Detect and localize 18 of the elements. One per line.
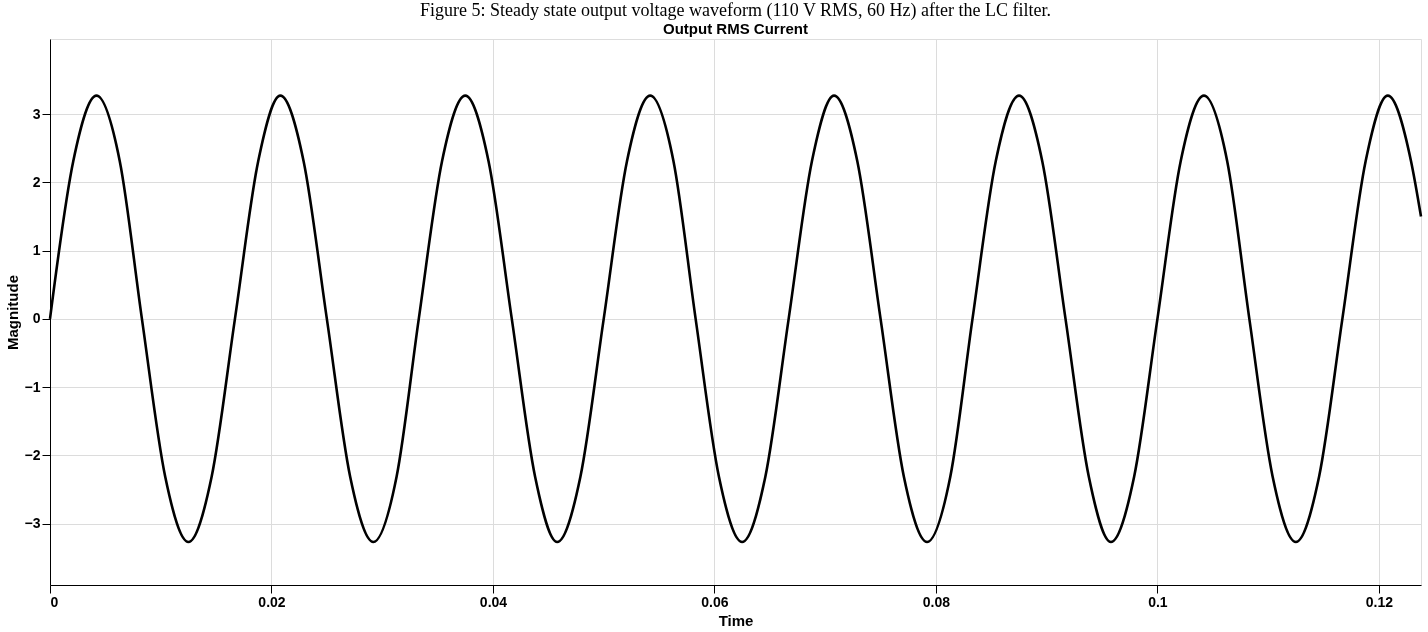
x-tick-label: 0.1 bbox=[1148, 593, 1168, 610]
chart-title: Output RMS Current bbox=[663, 20, 808, 37]
y-tick-label: −3 bbox=[24, 515, 41, 532]
y-tick-label: −2 bbox=[24, 446, 41, 463]
x-axis-title: Time bbox=[718, 611, 754, 629]
y-tick-label: 3 bbox=[32, 105, 41, 122]
x-tick-label: 0.12 bbox=[1365, 593, 1394, 610]
x-tick-label: 0.08 bbox=[922, 593, 951, 610]
y-tick-label: 0 bbox=[32, 310, 41, 327]
y-axis-title: Magnitude bbox=[3, 275, 21, 350]
x-tick-label: 0.02 bbox=[258, 593, 286, 610]
x-tick-label: 0.06 bbox=[701, 593, 729, 610]
y-tick-label: 1 bbox=[32, 242, 41, 259]
x-tick-label: 0.04 bbox=[479, 593, 508, 610]
caption: Figure 5: Steady state output voltage waveform (110 V RMS, 60 Hz) after the LC filter. bbox=[419, 0, 1052, 21]
x-tick-label: 0 bbox=[50, 593, 59, 610]
y-tick-label: −1 bbox=[24, 378, 41, 395]
y-tick-label: 2 bbox=[32, 173, 41, 190]
